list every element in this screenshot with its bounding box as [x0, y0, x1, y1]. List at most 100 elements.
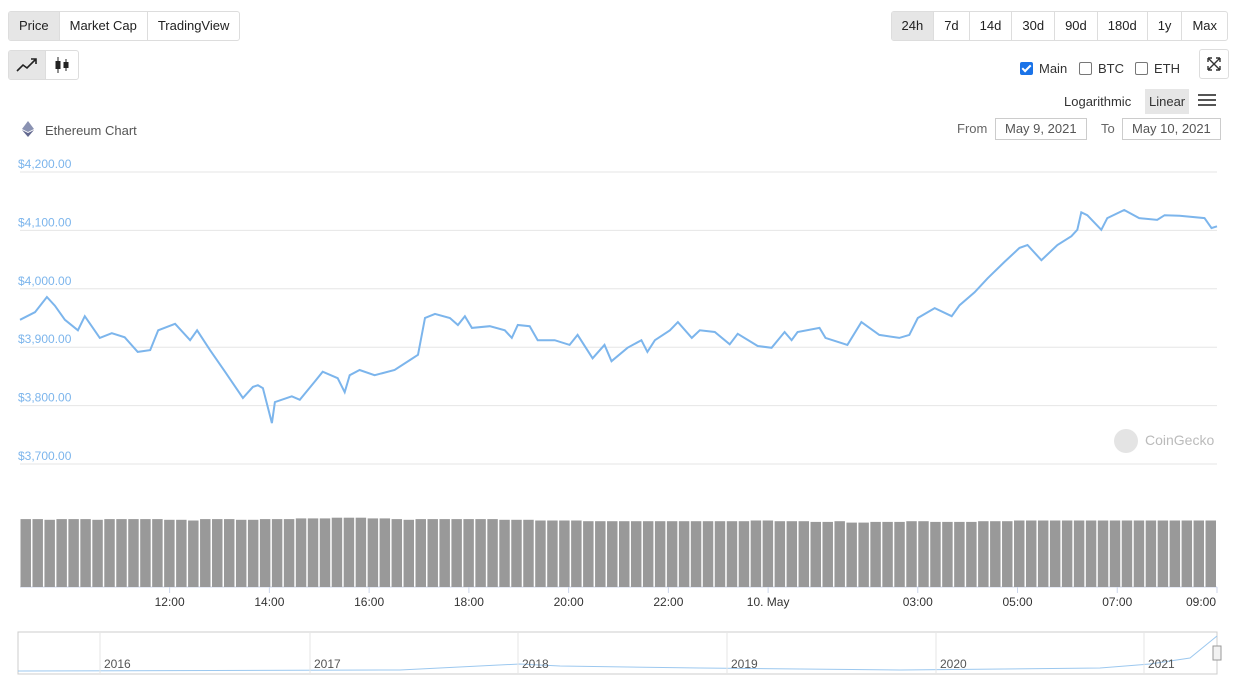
volume-bar	[427, 519, 438, 587]
range-button[interactable]: 30d	[1011, 12, 1054, 40]
navigator-label: 2021	[1148, 657, 1175, 671]
y-tick-label: $4,200.00	[18, 157, 72, 171]
range-button[interactable]: 180d	[1096, 12, 1147, 40]
volume-bar	[762, 520, 774, 587]
volume-bar	[319, 518, 331, 587]
volume-bar	[1025, 520, 1037, 587]
checkbox[interactable]: BTC	[1079, 61, 1124, 76]
volume-bar	[942, 521, 953, 587]
volume-bar	[343, 517, 355, 587]
fullscreen-button[interactable]	[1199, 49, 1229, 79]
navigator-label: 2016	[104, 657, 131, 671]
volume-bar	[882, 521, 893, 587]
checkbox[interactable]: Main	[1020, 61, 1067, 76]
checkbox[interactable]: ETH	[1135, 61, 1180, 76]
volume-bar	[678, 521, 690, 587]
volume-bar	[798, 521, 810, 587]
volume-bar	[906, 521, 917, 587]
volume-bar	[954, 521, 965, 587]
volume-bar	[1205, 520, 1216, 587]
volume-bar	[1121, 520, 1133, 587]
from-input[interactable]: May 9, 2021	[995, 118, 1087, 140]
watermark: CoinGecko	[1145, 432, 1214, 448]
volume-bar	[870, 521, 881, 587]
fullscreen-icon	[1207, 57, 1221, 71]
x-tick-label: 14:00	[254, 595, 284, 609]
navigator-handle[interactable]	[1212, 645, 1222, 661]
navigator-label: 2018	[522, 657, 549, 671]
y-tick-label: $3,900.00	[18, 332, 72, 346]
volume-bar	[403, 519, 415, 587]
volume-bar	[619, 521, 630, 587]
volume-bar	[1181, 520, 1193, 587]
x-tick-label: 09:00	[1186, 595, 1216, 609]
volume-bar	[1133, 520, 1145, 587]
volume-bar	[271, 519, 283, 587]
volume-bar	[750, 520, 762, 587]
volume-bar	[128, 519, 139, 587]
x-tick-label: 16:00	[354, 595, 384, 609]
x-tick-label: 12:00	[155, 595, 185, 609]
range-button[interactable]: 90d	[1054, 12, 1097, 40]
volume-bar	[630, 521, 642, 587]
x-tick-label: 10. May	[747, 595, 790, 609]
volume-bar	[32, 519, 43, 587]
from-label: From	[957, 121, 988, 136]
range-button[interactable]: 1y	[1146, 12, 1182, 40]
volume-bar	[379, 518, 391, 587]
volume-bar	[654, 521, 666, 587]
tab[interactable]: TradingView	[146, 12, 240, 40]
x-tick-label: 03:00	[903, 595, 933, 609]
x-tick-label: 18:00	[454, 595, 484, 609]
candle-style-button[interactable]	[45, 51, 78, 79]
x-tick-label: 22:00	[653, 595, 683, 609]
volume-bar	[259, 519, 271, 587]
navigator-line	[17, 635, 1218, 672]
candle-icon	[55, 57, 69, 73]
volume-bar	[475, 519, 486, 587]
volume-bar	[92, 519, 103, 587]
tab[interactable]: Price	[9, 12, 59, 40]
volume-bar	[990, 521, 1001, 587]
volume-bar	[1193, 520, 1205, 587]
volume-bar	[894, 521, 905, 587]
volume-bar	[463, 519, 474, 587]
volume-bar	[774, 521, 786, 587]
scale-option[interactable]: Logarithmic	[1064, 94, 1132, 109]
range-button[interactable]: 7d	[933, 12, 968, 40]
chart-name: Ethereum Chart	[45, 123, 137, 138]
tab[interactable]: Market Cap	[58, 12, 147, 40]
volume-bar	[1002, 521, 1013, 587]
scale-option[interactable]: Linear	[1145, 89, 1190, 114]
line-style-button[interactable]	[9, 51, 45, 79]
volume-bar	[930, 521, 941, 587]
volume-bar	[451, 519, 462, 587]
range-button[interactable]: 14d	[968, 12, 1012, 40]
volume-bar	[1037, 520, 1049, 587]
volume-bar	[786, 521, 798, 587]
volume-bar	[571, 520, 582, 587]
checkbox-label: BTC	[1098, 61, 1124, 76]
to-input[interactable]: May 10, 2021	[1122, 118, 1221, 140]
volume-bar	[439, 519, 450, 587]
volume-bar	[690, 521, 702, 587]
y-tick-label: $3,800.00	[18, 391, 72, 405]
range-button[interactable]: 24h	[891, 12, 934, 40]
volume-bar	[738, 521, 750, 587]
volume-bar	[415, 519, 426, 587]
volume-bar	[1049, 520, 1061, 587]
volume-bar	[164, 519, 175, 587]
checkbox-label: ETH	[1154, 61, 1180, 76]
volume-bar	[607, 521, 618, 587]
range-group: 24h 7d 14d 30d 90d 180d 1y Max	[890, 11, 1228, 41]
volume-bar	[810, 521, 821, 587]
volume-bar	[1157, 520, 1169, 587]
volume-bar	[44, 519, 55, 587]
volume-bar	[1169, 520, 1181, 587]
volume-bar	[307, 518, 319, 587]
volume-bar	[223, 519, 235, 587]
range-button[interactable]: Max	[1181, 12, 1227, 40]
volume-bar	[68, 519, 79, 587]
menu-icon[interactable]	[1198, 93, 1216, 107]
